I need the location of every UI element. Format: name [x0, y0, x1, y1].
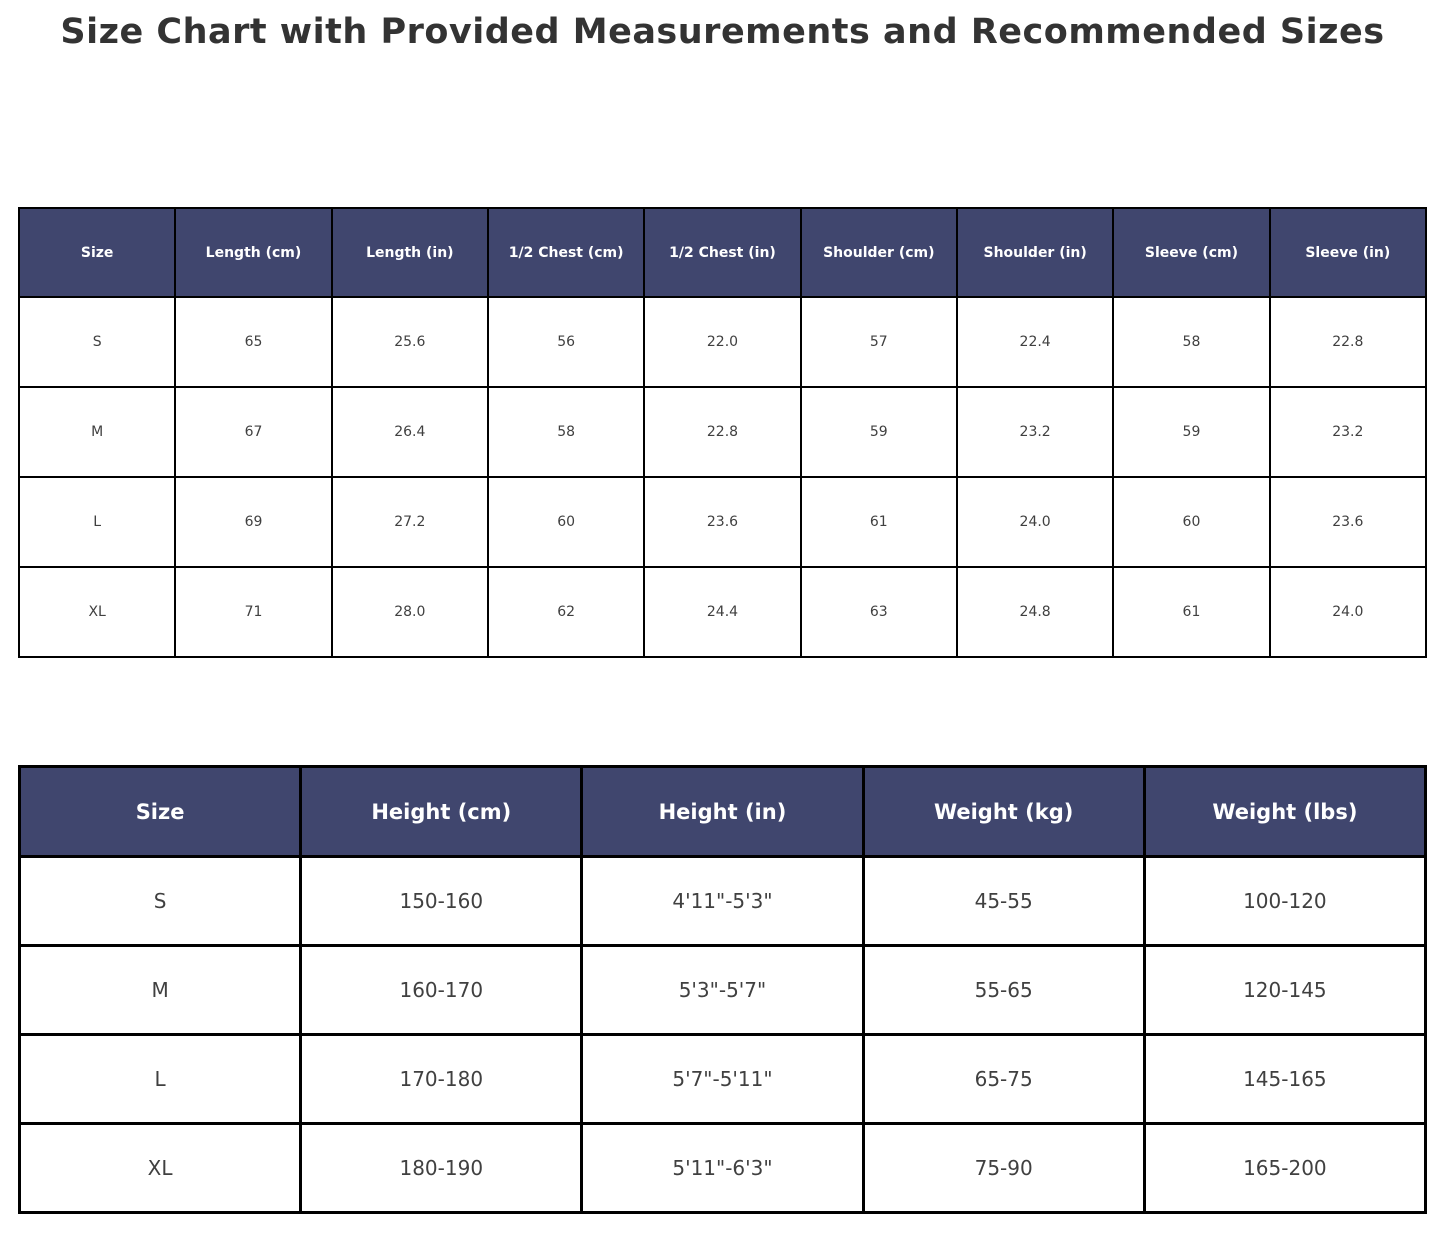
- table-cell: 180-190: [299, 1122, 584, 1214]
- table-cell: 23.2: [955, 386, 1115, 478]
- table-cell: 65: [174, 296, 333, 388]
- table-cell: 69: [174, 476, 333, 568]
- table-cell: 24.0: [955, 476, 1115, 568]
- table-cell: 71: [174, 566, 333, 658]
- table-cell: XL: [17, 566, 177, 658]
- table-cell: 27.2: [330, 476, 489, 568]
- table-cell: 5'3"-5'7": [580, 944, 865, 1036]
- column-header: Size: [17, 207, 177, 298]
- table-cell: 165-200: [1142, 1122, 1428, 1214]
- table-cell: 60: [1112, 476, 1271, 568]
- table-row: M 67 26.4 58 22.8 59 23.2 59 23.2: [17, 386, 1428, 478]
- column-header: Size: [17, 765, 303, 858]
- table-cell: 55-65: [861, 944, 1146, 1036]
- table-cell: 75-90: [861, 1122, 1146, 1214]
- header-row: Size Length (cm) Length (in) 1/2 Chest (cm)…: [17, 207, 1428, 298]
- measurements-table-body: S 65 25.6 56 22.0 57 22.4 58 22.8 M 67 26.4 58 22.8 59…: [17, 296, 1428, 658]
- column-header: Length (cm): [174, 207, 333, 298]
- table-cell: 59: [799, 386, 958, 478]
- recommended-table-body: S 150-160 4'11"-5'3" 45-55 100-120 M 160-170 5'…: [17, 855, 1428, 1214]
- column-header: Shoulder (in): [955, 207, 1115, 298]
- table-cell: 67: [174, 386, 333, 478]
- table-cell: 63: [799, 566, 958, 658]
- table-cell: 150-160: [299, 855, 584, 947]
- table-cell: 120-145: [1142, 944, 1428, 1036]
- table-row: XL 71 28.0 62 24.4 63 24.8 61 24.0: [17, 566, 1428, 658]
- table-cell: 22.4: [955, 296, 1115, 388]
- table-cell: 62: [486, 566, 646, 658]
- table-cell: 57: [799, 296, 958, 388]
- table-cell: 58: [486, 386, 646, 478]
- recommended-size-table: Size Height (cm) Height (in) Weight (kg) Wei…: [17, 765, 1428, 1214]
- table-cell: 65-75: [861, 1033, 1146, 1125]
- table-cell: L: [17, 476, 177, 568]
- column-header: 1/2 Chest (in): [643, 207, 802, 298]
- table-cell: 5'11"-6'3": [580, 1122, 865, 1214]
- table-cell: 59: [1112, 386, 1271, 478]
- table-cell: 100-120: [1142, 855, 1428, 947]
- table-row: XL 180-190 5'11"-6'3" 75-90 165-200: [17, 1122, 1428, 1214]
- table-cell: 24.0: [1268, 566, 1428, 658]
- table-row: L 170-180 5'7"-5'11" 65-75 145-165: [17, 1033, 1428, 1125]
- column-header: 1/2 Chest (cm): [486, 207, 646, 298]
- table-cell: 160-170: [299, 944, 584, 1036]
- table-cell: 23.6: [643, 476, 802, 568]
- table-cell: 58: [1112, 296, 1271, 388]
- column-header: Shoulder (cm): [799, 207, 958, 298]
- table-cell: 56: [486, 296, 646, 388]
- table-cell: 61: [1112, 566, 1271, 658]
- table-cell: 61: [799, 476, 958, 568]
- table-cell: 60: [486, 476, 646, 568]
- recommended-table-header: Size Height (cm) Height (in) Weight (kg) Wei…: [17, 765, 1428, 858]
- table-cell: L: [17, 1033, 303, 1125]
- table-cell: 23.6: [1268, 476, 1428, 568]
- column-header: Weight (lbs): [1142, 765, 1428, 858]
- table-cell: S: [17, 855, 303, 947]
- column-header: Height (in): [580, 765, 865, 858]
- table-cell: 23.2: [1268, 386, 1428, 478]
- table-row: M 160-170 5'3"-5'7" 55-65 120-145: [17, 944, 1428, 1036]
- table-cell: 24.8: [955, 566, 1115, 658]
- table-cell: 24.4: [643, 566, 802, 658]
- table-cell: 4'11"-5'3": [580, 855, 865, 947]
- header-row: Size Height (cm) Height (in) Weight (kg) Wei…: [17, 765, 1428, 858]
- column-header: Sleeve (in): [1268, 207, 1428, 298]
- table-cell: S: [17, 296, 177, 388]
- table-cell: 22.0: [643, 296, 802, 388]
- table-cell: 25.6: [330, 296, 489, 388]
- table-cell: 45-55: [861, 855, 1146, 947]
- column-header: Sleeve (cm): [1112, 207, 1271, 298]
- table-cell: 170-180: [299, 1033, 584, 1125]
- table-row: S 150-160 4'11"-5'3" 45-55 100-120: [17, 855, 1428, 947]
- table-cell: 5'7"-5'11": [580, 1033, 865, 1125]
- page-title: Size Chart with Provided Measurements an…: [60, 12, 1385, 52]
- table-cell: M: [17, 386, 177, 478]
- measurements-table-header: Size Length (cm) Length (in) 1/2 Chest (cm)…: [17, 207, 1428, 298]
- table-cell: 26.4: [330, 386, 489, 478]
- measurements-table: Size Length (cm) Length (in) 1/2 Chest (cm)…: [17, 207, 1428, 658]
- table-cell: 145-165: [1142, 1033, 1428, 1125]
- table-cell: 22.8: [1268, 296, 1428, 388]
- column-header: Length (in): [330, 207, 489, 298]
- column-header: Weight (kg): [861, 765, 1146, 858]
- table-cell: 22.8: [643, 386, 802, 478]
- table-cell: XL: [17, 1122, 303, 1214]
- table-cell: 28.0: [330, 566, 489, 658]
- table-cell: M: [17, 944, 303, 1036]
- table-row: S 65 25.6 56 22.0 57 22.4 58 22.8: [17, 296, 1428, 388]
- table-row: L 69 27.2 60 23.6 61 24.0 60 23.6: [17, 476, 1428, 568]
- column-header: Height (cm): [299, 765, 584, 858]
